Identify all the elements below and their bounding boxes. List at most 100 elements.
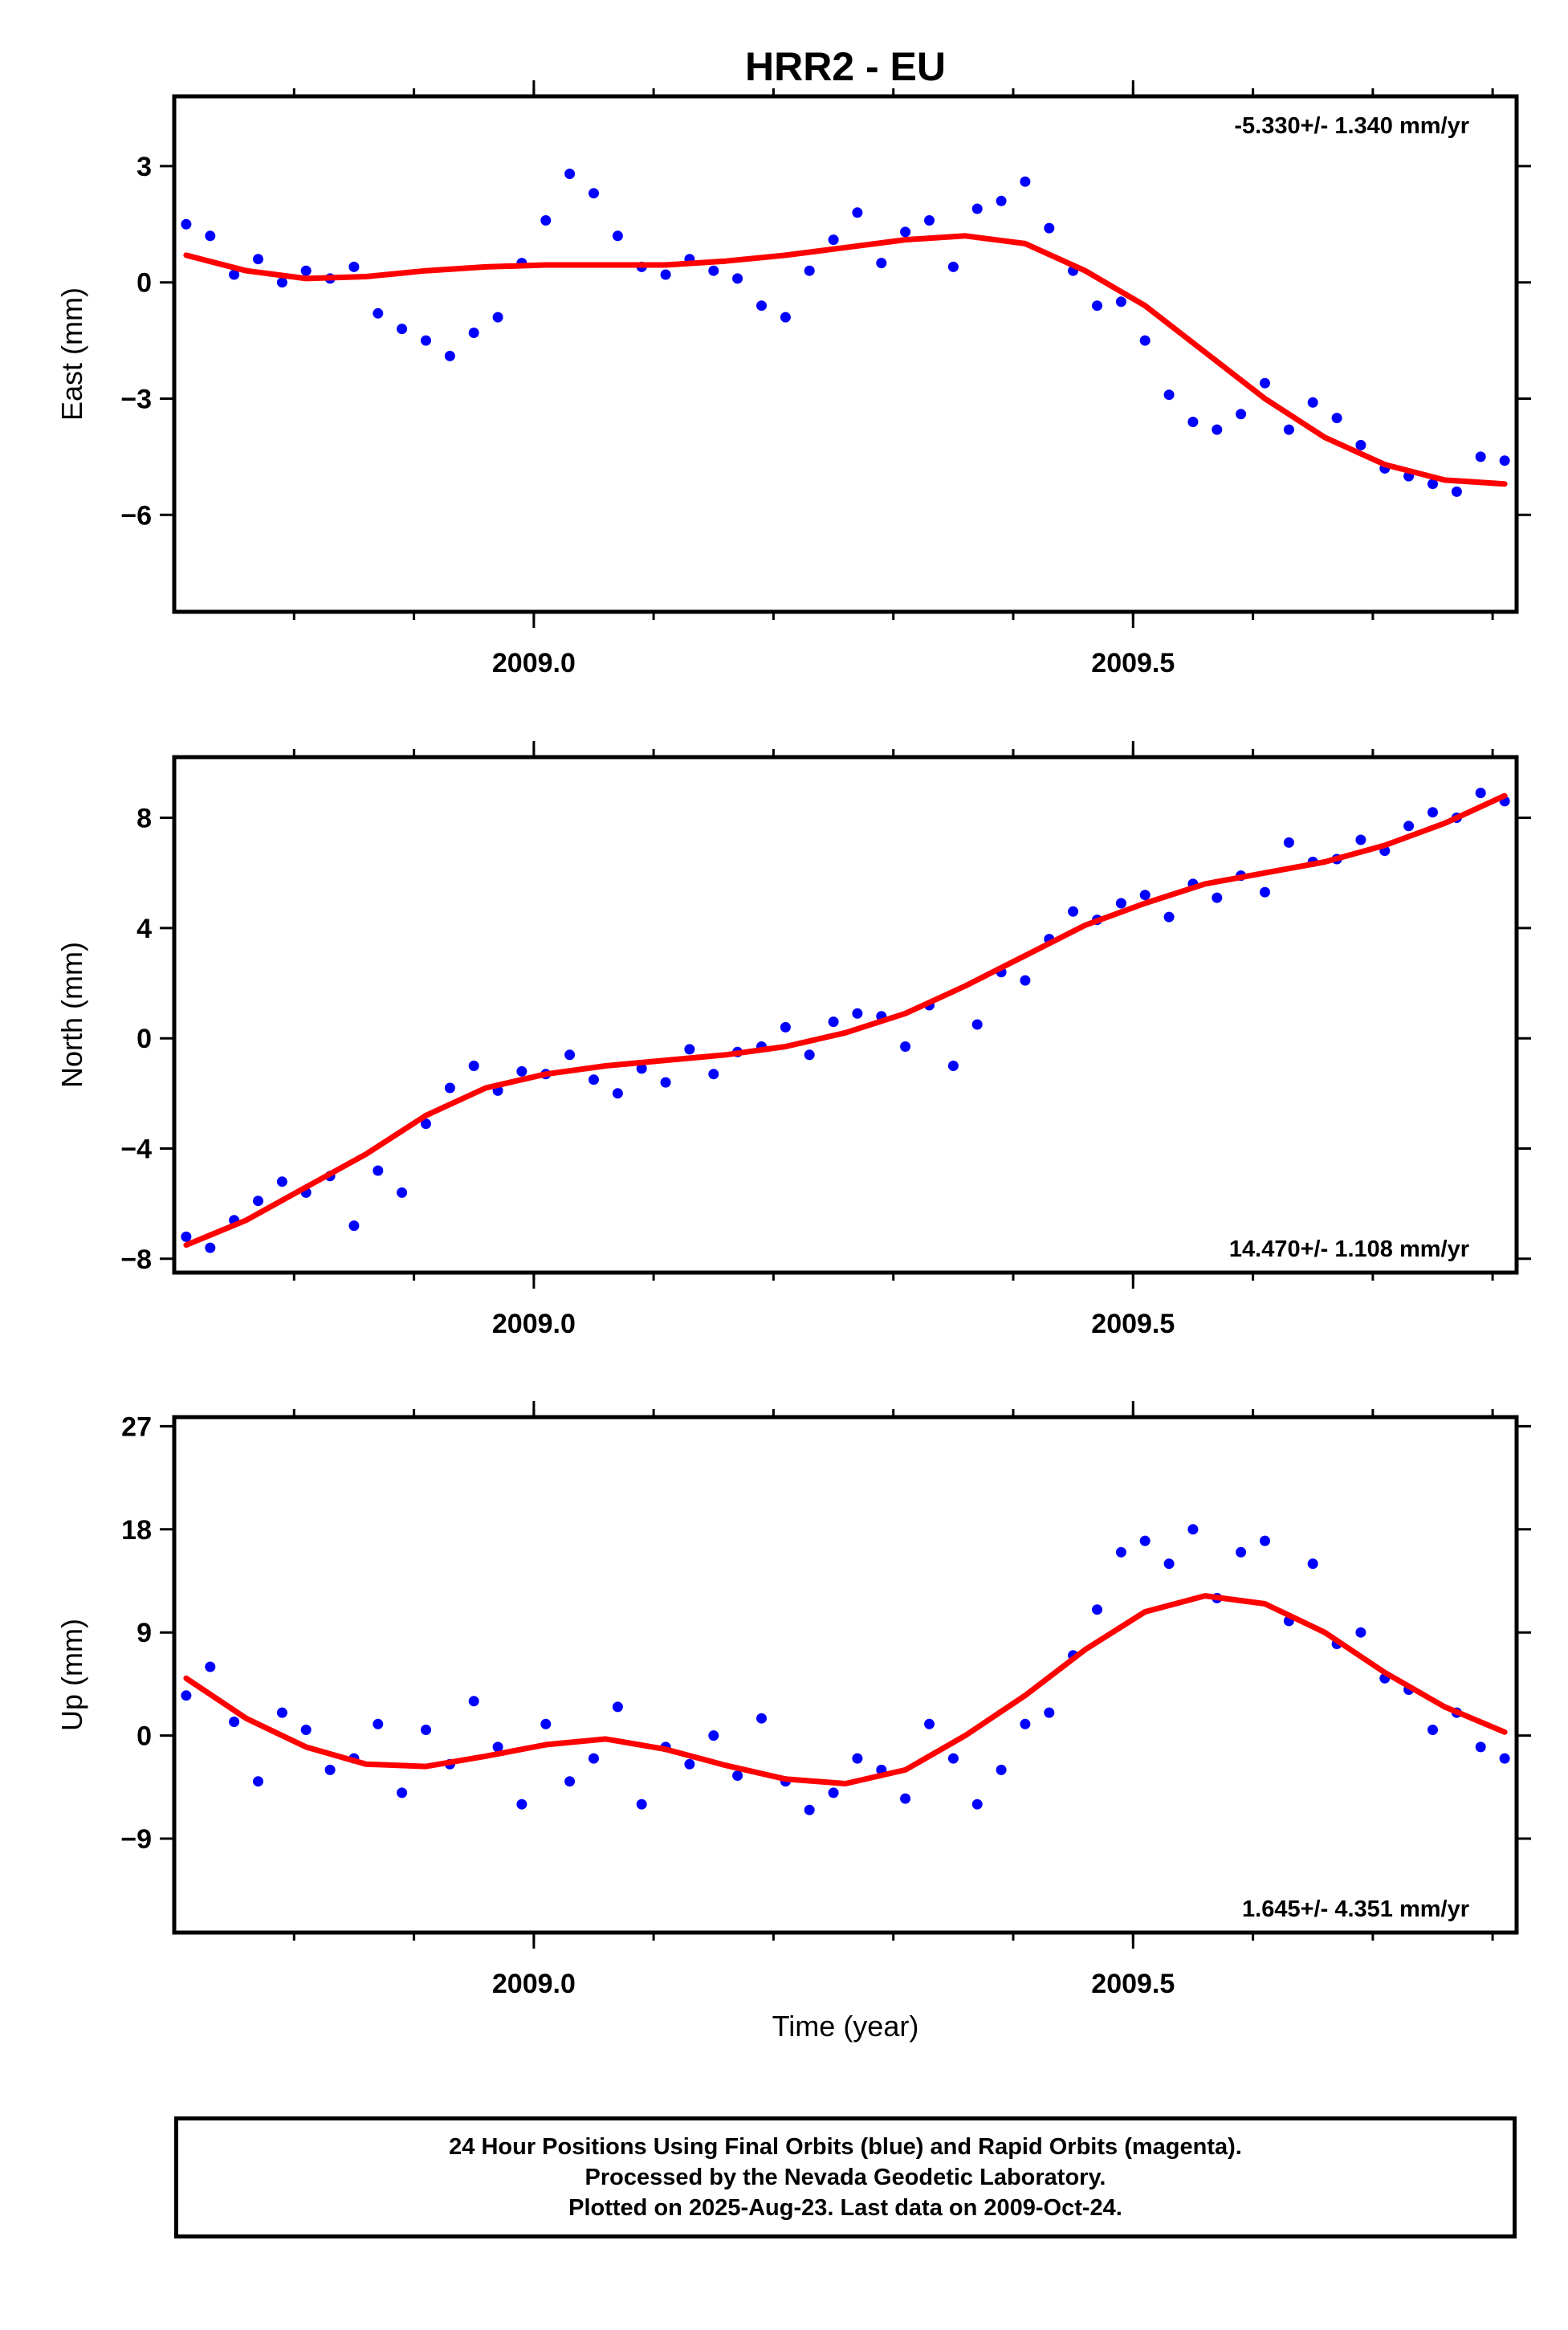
data-point bbox=[1187, 1524, 1199, 1535]
data-point bbox=[516, 1798, 527, 1810]
y-tick-label: 0 bbox=[136, 268, 152, 299]
data-point bbox=[1115, 296, 1126, 308]
data-point bbox=[1403, 821, 1415, 832]
data-point bbox=[1236, 409, 1247, 420]
data-point bbox=[589, 1753, 599, 1764]
data-point bbox=[684, 1758, 695, 1770]
data-point bbox=[612, 230, 623, 242]
data-point bbox=[804, 1049, 815, 1061]
data-point bbox=[660, 1077, 671, 1088]
data-point bbox=[348, 1220, 360, 1232]
footer-line-orbits: 24 Hour Positions Using Final Orbits (bl… bbox=[449, 2134, 1242, 2160]
y-tick-label: 9 bbox=[136, 1618, 152, 1648]
data-point bbox=[1115, 898, 1126, 909]
y-tick-label: −4 bbox=[120, 1134, 152, 1165]
data-point bbox=[1163, 1558, 1175, 1570]
footer-box: 24 Hour Positions Using Final Orbits (bl… bbox=[174, 2116, 1517, 2238]
data-point bbox=[732, 273, 743, 284]
data-point bbox=[397, 1787, 408, 1798]
data-marks bbox=[181, 788, 1510, 1253]
data-point bbox=[852, 1753, 863, 1764]
data-point bbox=[492, 312, 503, 323]
plot-frame bbox=[172, 1415, 1519, 1935]
x-tick-label: 2009.5 bbox=[1091, 648, 1175, 678]
panel-up: 2009.0 2009.5 27 18 9 0 −9 Up (mm) 1.645+/- 4.35… bbox=[55, 1401, 1531, 1999]
data-point bbox=[780, 1021, 791, 1033]
data-point bbox=[852, 1008, 863, 1019]
data-point bbox=[971, 203, 983, 214]
data-point bbox=[181, 1231, 192, 1242]
data-point bbox=[804, 265, 815, 276]
data-point bbox=[756, 1713, 767, 1724]
x-axis-label: Time (year) bbox=[772, 2010, 919, 2043]
data-point bbox=[1499, 1753, 1510, 1764]
data-point bbox=[373, 1165, 384, 1176]
data-point bbox=[660, 269, 671, 280]
rate-label: 1.645+/- 4.351 mm/yr bbox=[1242, 1896, 1469, 1922]
data-point bbox=[468, 1696, 479, 1707]
data-point bbox=[612, 1701, 623, 1713]
data-point bbox=[947, 1753, 959, 1764]
data-point bbox=[900, 1041, 911, 1052]
plot-frame bbox=[172, 94, 1519, 614]
data-point bbox=[1139, 335, 1151, 346]
y-tick-label: 0 bbox=[136, 1721, 152, 1752]
data-point bbox=[996, 195, 1007, 206]
data-point bbox=[1260, 886, 1270, 898]
data-point bbox=[276, 1707, 287, 1718]
data-point bbox=[1139, 1535, 1151, 1546]
data-point bbox=[1451, 486, 1462, 497]
data-point bbox=[708, 1730, 719, 1741]
data-point bbox=[947, 261, 959, 272]
data-point bbox=[253, 1776, 263, 1787]
data-point bbox=[756, 300, 767, 312]
data-point bbox=[421, 1118, 431, 1130]
data-point bbox=[996, 1764, 1007, 1775]
y-tick-label: 8 bbox=[136, 804, 152, 834]
data-point bbox=[181, 218, 192, 230]
data-point bbox=[324, 1764, 336, 1775]
y-axis-label: East (mm) bbox=[55, 287, 88, 421]
trend-line bbox=[183, 1593, 1508, 1786]
data-point bbox=[876, 258, 887, 269]
data-point bbox=[1260, 377, 1270, 389]
data-point bbox=[300, 1725, 312, 1735]
panel-north: 2009.0 2009.5 8 4 0 −4 −8 North (mm) 14.470+/- 1… bbox=[55, 741, 1531, 1339]
data-point bbox=[276, 277, 287, 288]
data-point bbox=[780, 312, 791, 323]
y-tick-label: 18 bbox=[121, 1515, 152, 1546]
rate-label: -5.330+/- 1.340 mm/yr bbox=[1234, 113, 1469, 139]
trend-line bbox=[183, 233, 1508, 487]
data-point bbox=[1260, 1535, 1270, 1546]
data-point bbox=[947, 1061, 959, 1071]
data-point bbox=[828, 1016, 839, 1028]
data-point bbox=[1139, 890, 1151, 901]
x-tick-label: 2009.5 bbox=[1091, 1969, 1175, 1999]
data-point bbox=[348, 261, 360, 272]
data-point bbox=[421, 1725, 431, 1735]
data-point bbox=[181, 1690, 192, 1701]
data-point bbox=[1187, 417, 1199, 427]
data-point bbox=[924, 215, 935, 226]
y-tick-label: 0 bbox=[136, 1024, 152, 1054]
footer-line-processed: Processed by the Nevada Geodetic Laborat… bbox=[584, 2165, 1106, 2190]
data-point bbox=[828, 1787, 839, 1798]
data-point bbox=[1307, 1558, 1318, 1570]
data-point bbox=[1355, 439, 1366, 450]
data-point bbox=[636, 1063, 647, 1074]
data-point bbox=[421, 335, 431, 346]
data-point bbox=[971, 1019, 983, 1030]
data-point bbox=[612, 1088, 623, 1099]
data-marks bbox=[181, 169, 1510, 497]
data-point bbox=[1020, 176, 1031, 187]
data-point bbox=[1212, 892, 1223, 903]
data-point bbox=[1499, 455, 1510, 466]
data-point bbox=[253, 1196, 263, 1207]
data-point bbox=[1307, 397, 1318, 408]
data-point bbox=[1355, 834, 1366, 845]
data-point bbox=[229, 1717, 240, 1727]
data-point bbox=[732, 1770, 743, 1781]
data-point bbox=[1355, 1627, 1366, 1638]
data-point bbox=[397, 1187, 408, 1198]
